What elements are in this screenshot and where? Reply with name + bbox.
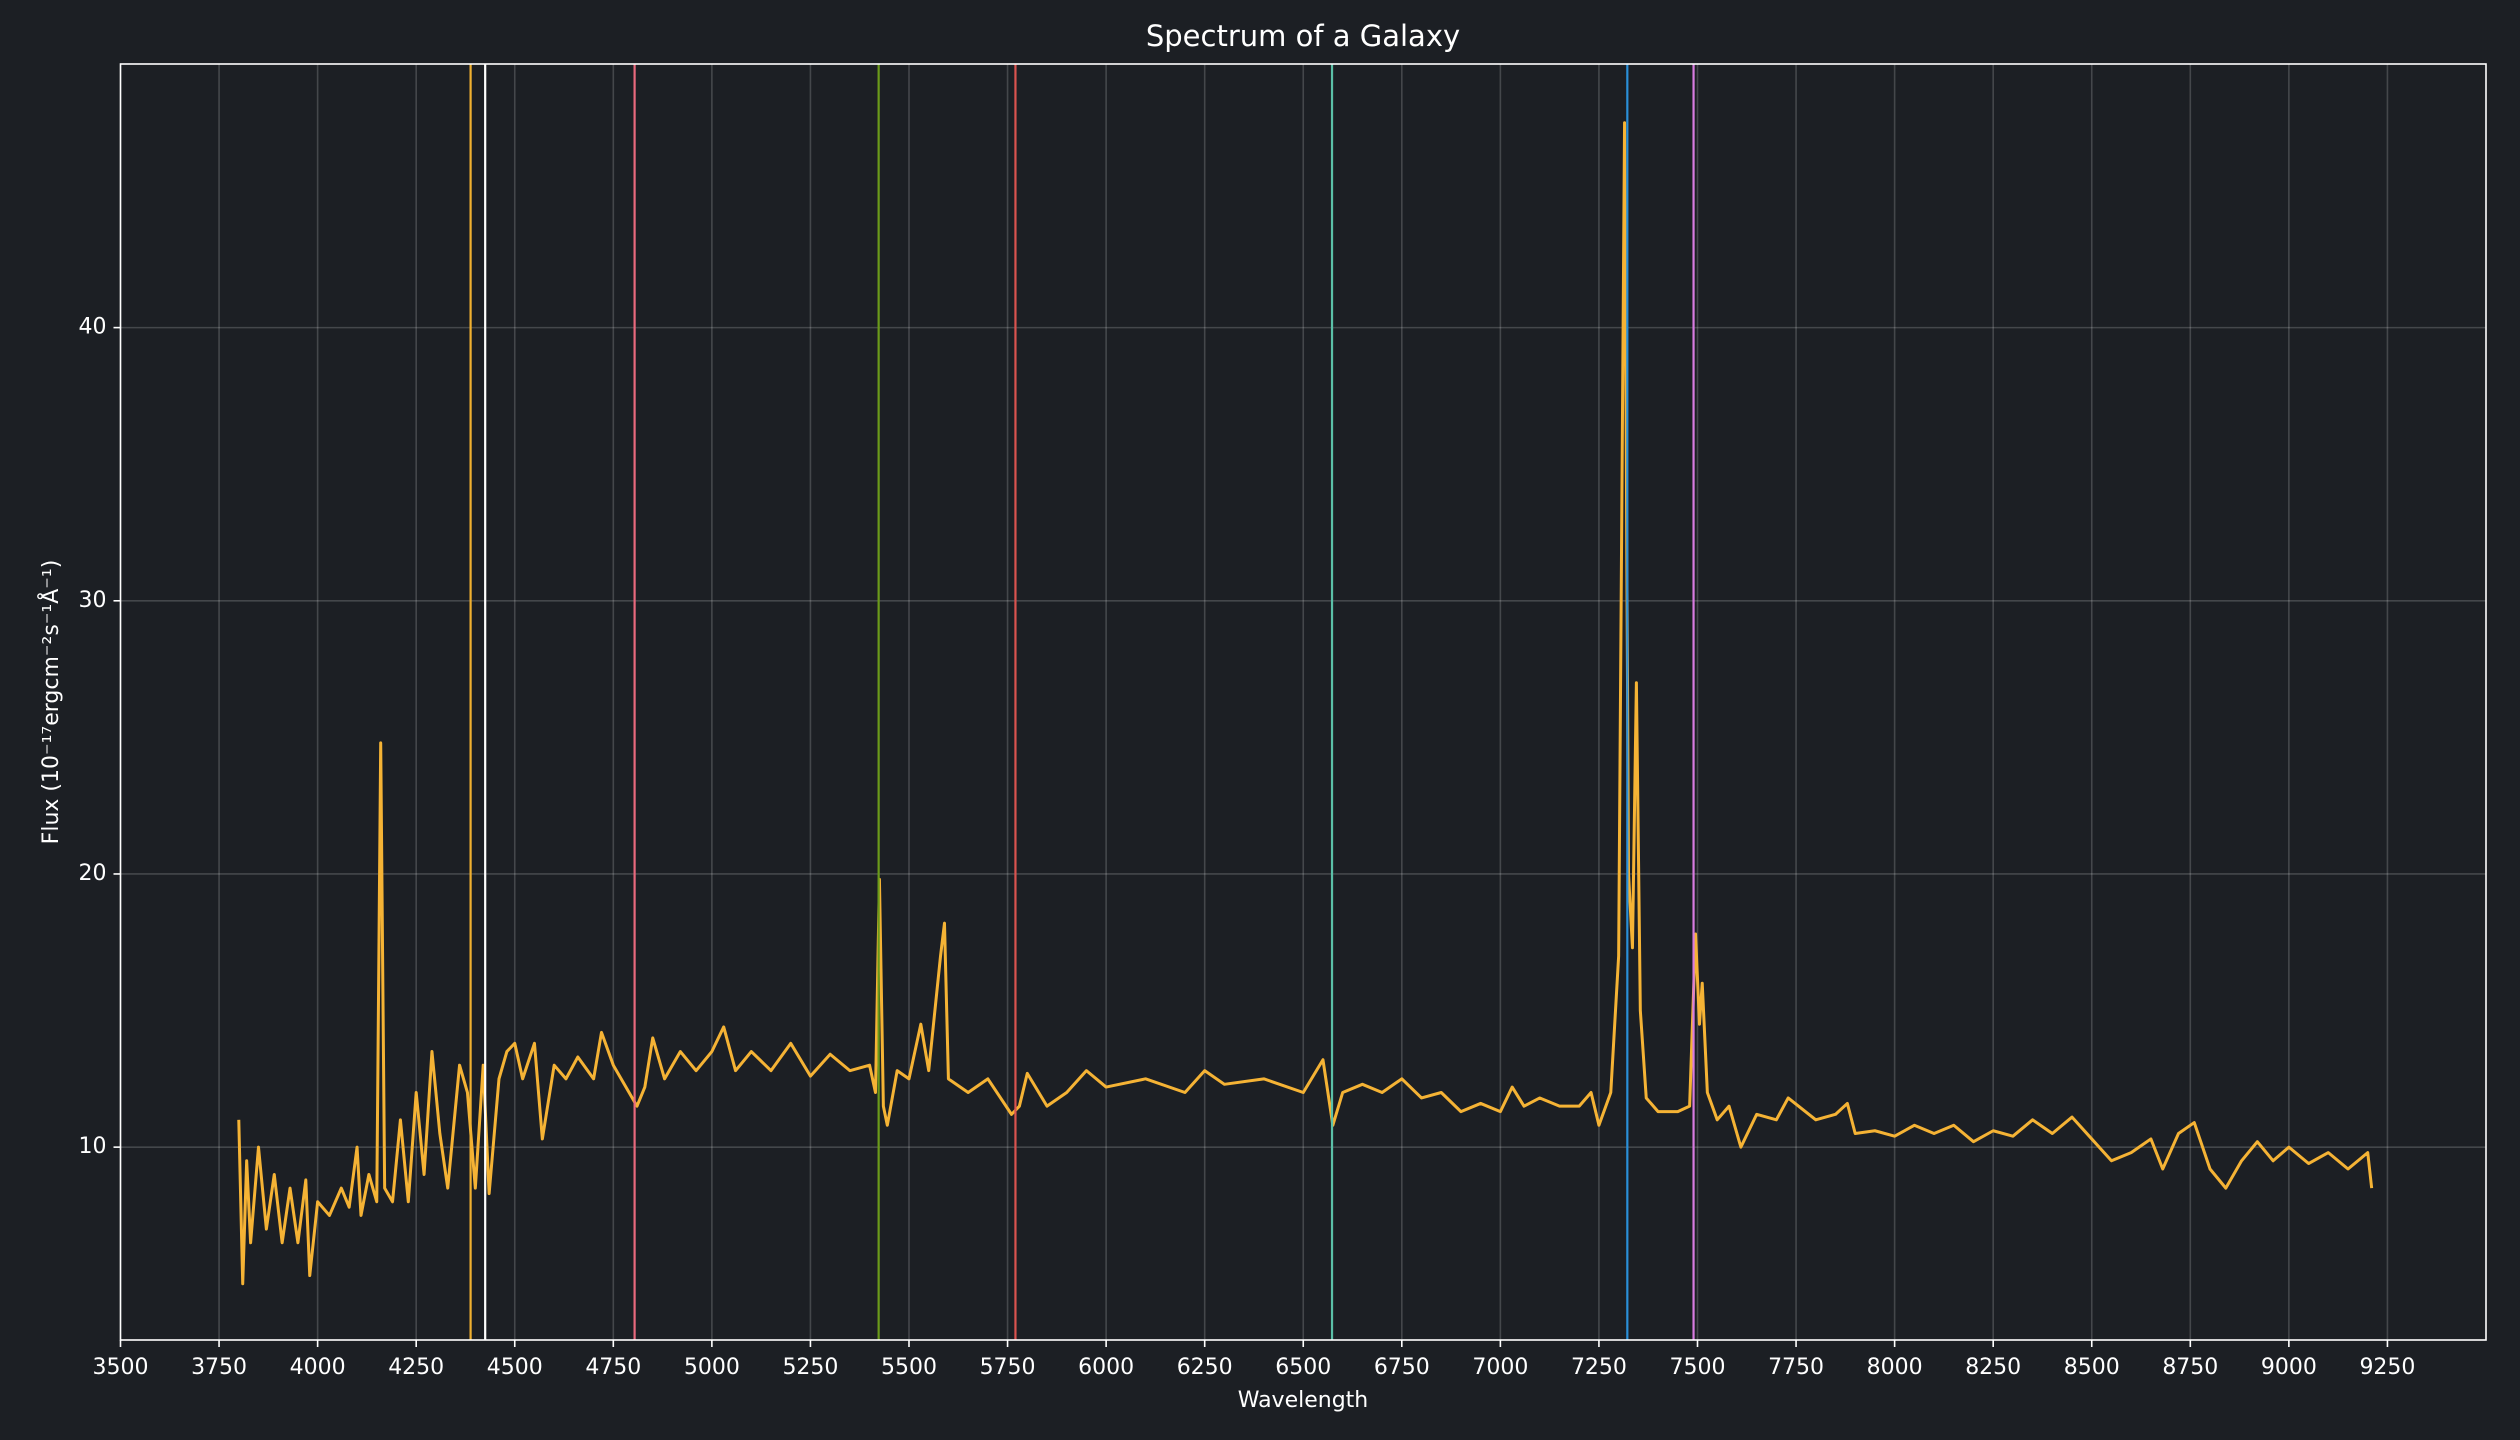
x-tick-label: 4000 — [290, 1355, 346, 1380]
x-tick-label: 4750 — [585, 1355, 641, 1380]
y-tick-label: 30 — [79, 588, 107, 613]
x-tick-label: 6750 — [1374, 1355, 1430, 1380]
x-tick-label: 8250 — [1965, 1355, 2021, 1380]
spectrum-line — [237, 121, 2374, 1286]
x-tick-label: 5750 — [980, 1355, 1036, 1380]
x-tick-label: 7500 — [1670, 1355, 1726, 1380]
x-tick-label: 7750 — [1768, 1355, 1824, 1380]
x-tick-label: 9250 — [2359, 1355, 2415, 1380]
plot-frame — [119, 63, 2487, 1341]
y-tick-label: 40 — [79, 315, 107, 340]
x-tick-label: 8750 — [2162, 1355, 2218, 1380]
x-tick-label: 7250 — [1571, 1355, 1627, 1380]
x-tick-label: 3750 — [191, 1355, 247, 1380]
x-tick-label: 3500 — [93, 1355, 149, 1380]
x-tick-label: 6250 — [1177, 1355, 1233, 1380]
x-tick-label: 9000 — [2261, 1355, 2317, 1380]
x-tick-label: 5250 — [782, 1355, 838, 1380]
chart-title: Spectrum of a Galaxy — [1146, 19, 1460, 53]
x-tick-label: 4500 — [487, 1355, 543, 1380]
y-tick-label: 10 — [79, 1134, 107, 1159]
y-axis-label: Flux (10⁻¹⁷ergcm⁻²s⁻¹Å⁻¹) — [37, 560, 64, 845]
x-tick-label: 6500 — [1275, 1355, 1331, 1380]
x-tick-label: 5500 — [881, 1355, 937, 1380]
x-tick-label: 4250 — [388, 1355, 444, 1380]
x-tick-label: 8000 — [1867, 1355, 1923, 1380]
y-tick-label: 20 — [79, 861, 107, 886]
x-tick-label: 8500 — [2064, 1355, 2120, 1380]
x-tick-label: 7000 — [1472, 1355, 1528, 1380]
x-tick-label: 5000 — [684, 1355, 740, 1380]
x-axis-label: Wavelength — [1238, 1388, 1369, 1413]
x-tick-label: 6000 — [1078, 1355, 1134, 1380]
